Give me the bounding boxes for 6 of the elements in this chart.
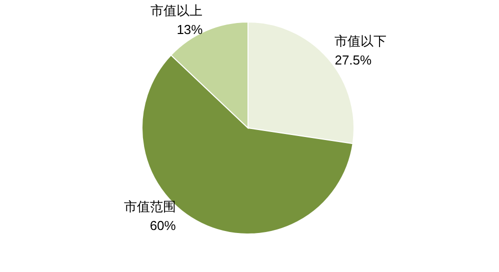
- data-label: 27.5%: [334, 52, 372, 68]
- data-label: 13%: [176, 22, 204, 37]
- slice-label: 市值以下: [334, 33, 387, 48]
- slice-label: 市值范围: [124, 198, 176, 214]
- slice-label: 市值以上: [150, 2, 203, 18]
- data-label: 60%: [150, 218, 176, 233]
